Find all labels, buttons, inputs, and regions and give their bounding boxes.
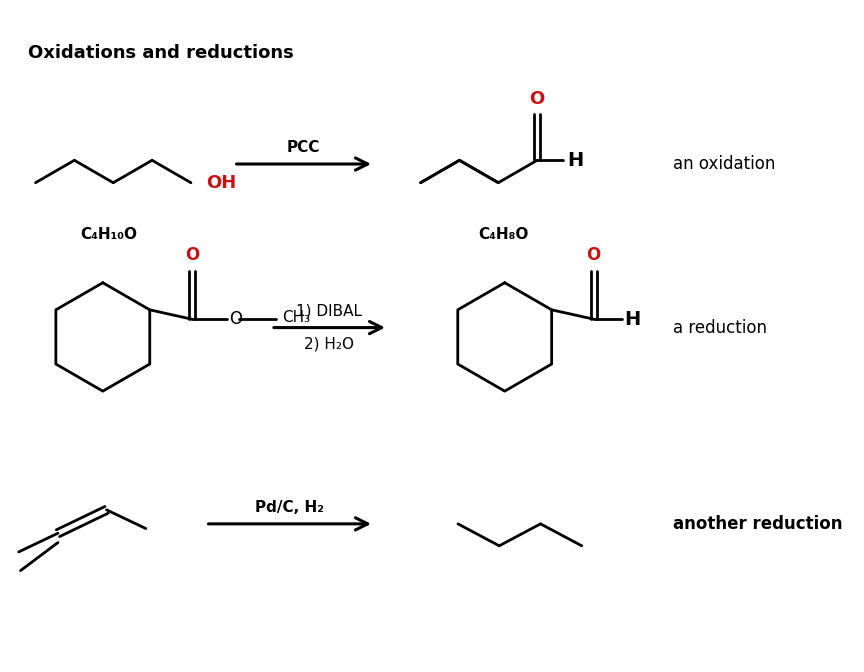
Text: C₄H₁₀O: C₄H₁₀O bbox=[80, 226, 137, 242]
Text: 1) DIBAL: 1) DIBAL bbox=[296, 303, 363, 319]
Text: a reduction: a reduction bbox=[673, 319, 767, 337]
Text: Pd/C, H₂: Pd/C, H₂ bbox=[255, 499, 324, 515]
Text: O: O bbox=[229, 310, 242, 328]
Text: H: H bbox=[567, 151, 583, 170]
Text: H: H bbox=[625, 310, 641, 329]
Text: PCC: PCC bbox=[287, 140, 321, 155]
Text: an oxidation: an oxidation bbox=[673, 155, 775, 173]
Text: OH: OH bbox=[206, 174, 236, 192]
Text: C₄H₈O: C₄H₈O bbox=[478, 226, 528, 242]
Text: Oxidations and reductions: Oxidations and reductions bbox=[28, 44, 294, 62]
Text: O: O bbox=[530, 90, 545, 108]
Text: O: O bbox=[185, 246, 199, 264]
Text: O: O bbox=[587, 246, 600, 264]
Text: another reduction: another reduction bbox=[673, 515, 842, 533]
Text: 2) H₂O: 2) H₂O bbox=[304, 337, 354, 352]
Text: CH₃: CH₃ bbox=[283, 310, 310, 325]
